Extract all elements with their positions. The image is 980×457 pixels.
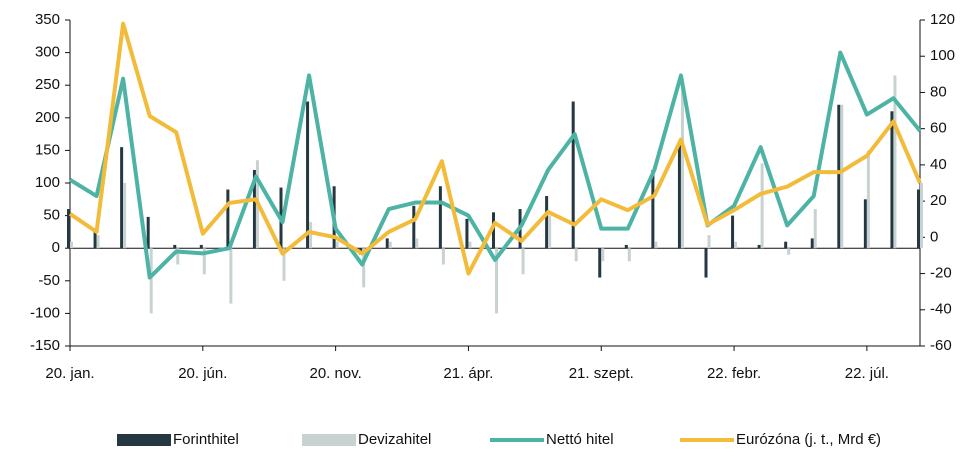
bar [120,147,124,249]
legend-label: Devizahitel [358,431,431,448]
x-tick-label: 20. jún. [178,365,227,382]
y-tick-label: 200 [35,109,60,126]
bar [70,241,73,249]
bar [731,215,735,249]
y2-tick-label: 0 [930,228,938,245]
y-tick-label: -100 [30,304,60,321]
x-tick-label: 20. jan. [45,365,94,382]
bar [521,248,525,275]
y2-tick-label: 40 [930,156,947,173]
bar [438,186,442,249]
x-tick-label: 22. febr. [707,365,761,382]
bar [415,238,419,249]
bar [863,199,867,249]
x-tick-label: 22. júl. [845,365,889,382]
bar [840,104,844,249]
bar [571,101,575,249]
bar [837,104,841,249]
bar [309,222,313,249]
y-tick-label: -150 [30,337,60,354]
bar [707,235,711,249]
bar [252,169,256,249]
bar [229,248,233,304]
bar [601,248,605,262]
bar [548,215,552,249]
bar [813,209,817,249]
bar [574,248,578,262]
bar [677,143,681,249]
y-tick-label: 250 [35,76,60,93]
y2-tick-label: 60 [930,120,947,137]
bar [96,235,100,249]
bar [920,183,923,249]
bar [146,216,150,249]
x-tick-label: 21. ápr. [443,365,493,382]
y-tick-label: 0 [52,239,60,256]
y-tick-label: -50 [38,272,60,289]
bar [388,241,392,249]
bar [627,248,631,262]
bar [93,228,97,249]
bar [624,244,628,249]
x-tick-label: 21. szept. [569,365,634,382]
line [68,21,922,276]
y2-tick-label: 20 [930,192,947,209]
bar [545,196,549,249]
bar [176,248,180,265]
bar [704,248,708,278]
y-tick-label: 50 [43,207,60,224]
bar [492,212,495,249]
y2-tick-label: -40 [930,301,952,318]
y2-tick-label: -20 [930,265,952,282]
legend-swatch [302,434,356,446]
bar [306,101,310,249]
bar [173,244,177,249]
bar [598,248,602,278]
bar [757,244,761,249]
y2-tick-label: 80 [930,83,947,100]
bar [784,241,788,249]
bar [123,183,127,249]
bar [734,241,738,249]
legend-label: Nettó hitel [546,431,614,448]
bar [680,85,684,249]
line [68,50,922,280]
legend-label: Forinthitel [173,431,239,448]
legend-label: Eurózóna (j. t., Mrd €) [736,431,881,448]
bar [787,248,791,255]
bar [893,75,897,249]
bar [441,248,445,265]
bar [412,205,416,249]
bar [226,189,230,249]
bar [282,248,286,281]
bar [465,218,469,249]
y2-tick-label: -60 [930,337,952,354]
bar [468,241,472,249]
y-tick-label: 150 [35,141,60,158]
bar [149,248,153,314]
bar [199,244,203,249]
bar [67,209,70,249]
y2-tick-label: 120 [930,11,955,28]
bar [335,241,339,249]
bar [362,248,366,288]
bar [654,241,658,249]
legend-swatch [117,434,171,446]
bar [890,111,894,249]
x-tick-label: 20. nov. [309,365,361,382]
y-tick-label: 300 [35,44,60,61]
bar [917,189,920,249]
bar [866,150,870,249]
bar [202,248,206,275]
bar [760,163,764,249]
bar [810,238,814,249]
y-tick-label: 350 [35,11,60,28]
y-tick-label: 100 [35,174,60,191]
bar [385,238,389,249]
bar [651,169,655,249]
bar [495,248,498,314]
y2-tick-label: 100 [930,47,955,64]
